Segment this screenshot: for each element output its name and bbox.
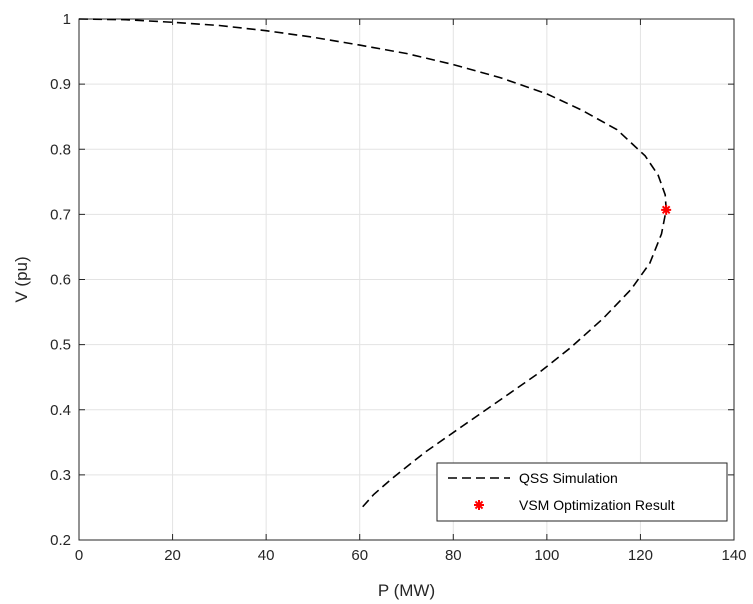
data-point-vsm-optimization bbox=[661, 204, 672, 215]
x-tick-label: 20 bbox=[164, 547, 181, 564]
y-axis-label: V (pu) bbox=[12, 256, 31, 302]
x-axis-label: P (MW) bbox=[378, 581, 435, 600]
y-tick-label: 1 bbox=[63, 11, 71, 28]
y-tick-label: 0.2 bbox=[50, 532, 71, 549]
y-tick-label: 0.8 bbox=[50, 141, 71, 158]
data-series bbox=[78, 18, 672, 508]
series-line-qss-simulation bbox=[78, 18, 668, 508]
y-tick-label: 0.6 bbox=[50, 272, 71, 289]
y-tick-label: 0.9 bbox=[50, 76, 71, 93]
legend: QSS Simulation VSM Optimization Result bbox=[436, 462, 728, 522]
x-axis-ticks: 0 20 40 60 80 100 120 140 bbox=[75, 19, 747, 564]
legend-entry-label: QSS Simulation bbox=[519, 470, 618, 486]
x-tick-label: 80 bbox=[445, 547, 462, 564]
x-tick-label: 120 bbox=[628, 547, 653, 564]
legend-box bbox=[436, 462, 728, 522]
y-tick-label: 0.5 bbox=[50, 337, 71, 354]
legend-marker-swatch bbox=[474, 500, 484, 510]
legend-entry-label: VSM Optimization Result bbox=[519, 497, 675, 513]
y-tick-label: 0.7 bbox=[50, 206, 71, 223]
y-tick-label: 0.4 bbox=[50, 402, 71, 419]
x-tick-label: 100 bbox=[534, 547, 559, 564]
y-tick-label: 0.3 bbox=[50, 467, 71, 484]
x-tick-label: 140 bbox=[721, 547, 746, 564]
x-tick-label: 0 bbox=[75, 547, 83, 564]
x-tick-label: 60 bbox=[351, 547, 368, 564]
x-tick-label: 40 bbox=[258, 547, 275, 564]
y-axis-ticks: 0.2 0.3 0.4 0.5 0.6 0.7 0.8 0.9 1 bbox=[50, 11, 734, 549]
